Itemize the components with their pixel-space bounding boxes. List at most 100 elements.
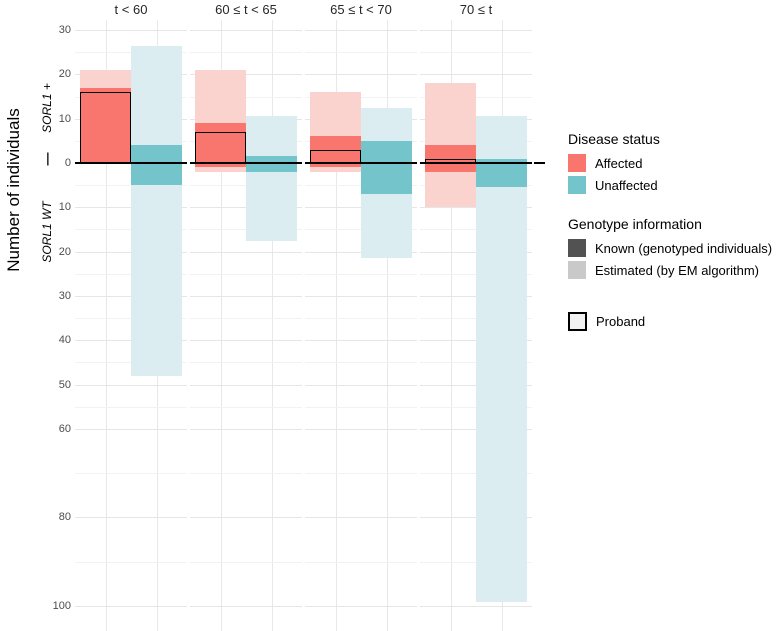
gridline-h-major: [75, 428, 187, 430]
gridline-h-minor: [420, 96, 532, 98]
legend-item-label: Known (genotyped individuals): [595, 240, 773, 256]
gridline-h-major: [190, 30, 302, 32]
y-tick-label: 40: [58, 334, 71, 347]
gridline-h-major: [190, 340, 302, 342]
gridline-v: [220, 20, 222, 631]
bar-unaffected-estimated: [246, 116, 297, 241]
gridline-h-minor: [305, 406, 417, 408]
unaffected-swatch-icon: [568, 176, 586, 194]
gridline-h-minor: [420, 52, 532, 54]
gridline-h-minor: [305, 362, 417, 364]
gridline-h-minor: [305, 52, 417, 54]
bar-affected-known: [425, 145, 476, 172]
proband-outline: [195, 131, 246, 164]
facet-panel: [305, 20, 417, 631]
zero-line: [75, 162, 187, 164]
gridline-h-minor: [75, 561, 187, 563]
gridline-h-major: [190, 295, 302, 297]
facet-panel: [75, 20, 187, 631]
known-swatch-icon: [568, 239, 586, 257]
y-tick-label: 100: [52, 600, 71, 612]
gridline-h-minor: [75, 406, 187, 408]
legend-item-label: Unaffected: [595, 177, 658, 193]
proband-outline: [425, 158, 476, 164]
gridline-h-minor: [305, 561, 417, 563]
legend-item-label: Proband: [596, 314, 646, 329]
y-tick-label: 60: [58, 422, 71, 435]
gridline-h-major: [75, 606, 187, 607]
y-tick-label: 10: [58, 201, 71, 214]
y-tick-label: 30: [58, 24, 71, 37]
legend-genotype-title: Genotype information: [568, 216, 702, 232]
facet-title-t-lt-60: t < 60: [114, 2, 148, 17]
bar-unaffected-known: [361, 140, 412, 194]
gridline-h-major: [305, 428, 417, 430]
gridline-h-major: [420, 30, 532, 32]
gridline-h-minor: [305, 473, 417, 475]
legend-item-affected: Affected: [568, 154, 642, 172]
y-tick-label: 0: [64, 157, 71, 169]
bar-unaffected-known: [246, 156, 297, 172]
affected-swatch-icon: [568, 154, 586, 172]
proband-outline: [310, 149, 361, 164]
gridline-v: [335, 20, 337, 631]
gridline-h-minor: [305, 96, 417, 98]
gridline-h-major: [305, 384, 417, 386]
facet-panel: [420, 20, 532, 631]
legend-item-known: Known (genotyped individuals): [568, 239, 772, 257]
gridline-h-minor: [75, 473, 187, 475]
zero-line: [420, 162, 532, 164]
gridline-h-major: [75, 384, 187, 386]
gridline-h-major: [190, 606, 302, 607]
legend-disease-status-title: Disease status: [568, 131, 660, 147]
strip-label-sorl1-positive: SORL1 +: [40, 83, 54, 133]
gridline-v: [386, 20, 388, 631]
gridline-h-minor: [190, 362, 302, 364]
y-tick-label: 80: [58, 511, 71, 524]
gridline-v: [450, 20, 452, 631]
gridline-h-major: [420, 606, 532, 607]
legend-item-label: Estimated (by EM algorithm): [595, 262, 759, 278]
gridline-h-major: [305, 30, 417, 32]
bar-unaffected-estimated: [476, 116, 527, 602]
gridline-h-major: [305, 74, 417, 76]
gridline-h-major: [190, 251, 302, 253]
gridline-h-major: [305, 340, 417, 342]
gridline-h-major: [190, 517, 302, 519]
bar-affected-known: [80, 87, 131, 163]
legend: Disease status Affected Unaffected Genot…: [568, 0, 780, 631]
bar-unaffected-estimated: [131, 45, 182, 376]
y-tick-label: 50: [58, 378, 71, 391]
proband-outline-icon: [568, 312, 587, 331]
proband-outline: [80, 92, 131, 164]
gridline-h-major: [190, 428, 302, 430]
legend-item-unaffected: Unaffected: [568, 176, 658, 194]
y-tick-label: 30: [58, 289, 71, 302]
legend-item-label: Affected: [595, 155, 643, 171]
gridline-h-minor: [190, 96, 302, 98]
facet-title-60-65: 60 ≤ t < 65: [215, 2, 277, 17]
gridline-v: [105, 20, 107, 631]
bar-affected-known: [195, 123, 246, 168]
gridline-h-minor: [305, 273, 417, 275]
gridline-h-major: [75, 517, 187, 519]
y-tick-label: 20: [58, 245, 71, 258]
zero-axis-end-tick: [534, 162, 545, 164]
facet-title-65-70: 65 ≤ t < 70: [330, 2, 392, 17]
gridline-h-minor: [305, 318, 417, 320]
gridline-v: [271, 20, 273, 631]
bar-unaffected-known: [131, 145, 182, 186]
y-tick-label: 20: [58, 68, 71, 81]
gridline-h-major: [420, 74, 532, 76]
y-tick-label: 10: [58, 112, 71, 125]
gridline-h-minor: [190, 273, 302, 275]
facet-panel: [190, 20, 302, 631]
gridline-h-major: [190, 74, 302, 76]
gridline-h-minor: [190, 318, 302, 320]
gridline-h-minor: [190, 406, 302, 408]
zero-line: [190, 162, 302, 164]
legend-item-proband: Proband: [568, 312, 645, 331]
gridline-h-major: [75, 30, 187, 32]
zero-line: [305, 162, 417, 164]
